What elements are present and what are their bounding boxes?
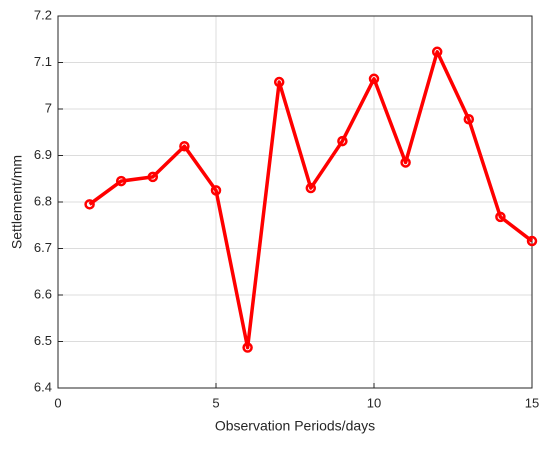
y-tick-label: 6.4 bbox=[34, 379, 52, 394]
plot-frame bbox=[57, 15, 533, 389]
x-tick-label: 10 bbox=[367, 395, 381, 410]
y-tick-label: 6.5 bbox=[34, 333, 52, 348]
data-point bbox=[210, 185, 222, 196]
data-point bbox=[431, 46, 443, 58]
data-point bbox=[147, 171, 159, 183]
x-tick-label: 15 bbox=[525, 395, 539, 410]
x-axis-label: Observation Periods/days bbox=[215, 418, 375, 434]
y-axis-label: Settlement/mm bbox=[9, 155, 25, 249]
y-tick-label: 7.1 bbox=[34, 54, 52, 69]
data-point bbox=[305, 182, 317, 194]
data-point bbox=[463, 113, 475, 125]
y-tick-label: 7 bbox=[45, 100, 52, 115]
data-point bbox=[115, 175, 127, 187]
data-point bbox=[400, 157, 411, 168]
x-tick-label: 5 bbox=[212, 395, 219, 410]
data-point bbox=[368, 73, 380, 85]
data-point bbox=[242, 342, 253, 353]
y-tick-label: 6.9 bbox=[34, 147, 52, 162]
data-point bbox=[337, 135, 348, 147]
y-tick-label: 6.7 bbox=[34, 240, 52, 255]
y-tick-label: 6.6 bbox=[34, 286, 52, 301]
data-point bbox=[179, 140, 190, 152]
data-point bbox=[273, 76, 285, 88]
y-tick-label: 7.2 bbox=[34, 7, 52, 22]
x-tick-label: 0 bbox=[54, 395, 61, 410]
data-line bbox=[88, 50, 534, 350]
data-point bbox=[495, 211, 506, 223]
data-point bbox=[84, 199, 95, 210]
y-tick-label: 6.8 bbox=[34, 193, 52, 208]
data-point bbox=[526, 235, 538, 247]
